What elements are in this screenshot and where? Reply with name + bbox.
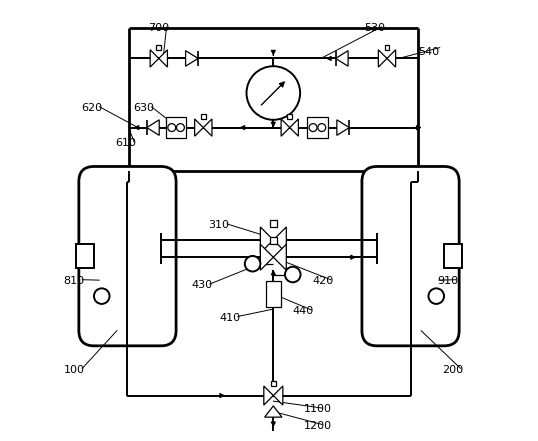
Polygon shape bbox=[260, 244, 273, 270]
Polygon shape bbox=[195, 119, 203, 136]
Polygon shape bbox=[265, 406, 282, 417]
Bar bbox=[444, 244, 462, 268]
Polygon shape bbox=[378, 50, 387, 67]
Text: 420: 420 bbox=[312, 276, 334, 286]
Text: 540: 540 bbox=[418, 47, 439, 57]
Circle shape bbox=[245, 256, 260, 272]
Polygon shape bbox=[159, 50, 167, 67]
Polygon shape bbox=[147, 120, 159, 135]
Bar bbox=[270, 220, 277, 227]
Text: 700: 700 bbox=[148, 23, 169, 33]
Polygon shape bbox=[203, 119, 212, 136]
Text: 200: 200 bbox=[442, 365, 463, 374]
Text: 1200: 1200 bbox=[303, 421, 332, 431]
Circle shape bbox=[94, 288, 110, 304]
Bar bbox=[271, 381, 276, 386]
Circle shape bbox=[309, 123, 317, 131]
Text: 610: 610 bbox=[116, 138, 137, 148]
Circle shape bbox=[246, 66, 300, 120]
FancyBboxPatch shape bbox=[362, 167, 459, 346]
Text: 810: 810 bbox=[63, 276, 85, 286]
Text: 620: 620 bbox=[81, 103, 102, 113]
Polygon shape bbox=[290, 119, 299, 136]
Circle shape bbox=[318, 123, 325, 131]
Text: 440: 440 bbox=[293, 306, 314, 316]
Circle shape bbox=[285, 267, 301, 282]
Polygon shape bbox=[273, 244, 286, 270]
Circle shape bbox=[176, 123, 185, 131]
Bar bbox=[385, 45, 390, 50]
Text: 530: 530 bbox=[364, 23, 385, 33]
Bar bbox=[157, 45, 161, 50]
Polygon shape bbox=[281, 119, 290, 136]
Polygon shape bbox=[337, 120, 349, 135]
Text: 310: 310 bbox=[209, 220, 230, 230]
Polygon shape bbox=[150, 50, 159, 67]
Circle shape bbox=[168, 123, 176, 131]
Polygon shape bbox=[273, 386, 283, 405]
Text: 410: 410 bbox=[220, 313, 240, 323]
Text: 630: 630 bbox=[133, 103, 154, 113]
Text: 1100: 1100 bbox=[303, 404, 331, 415]
Bar bbox=[76, 244, 94, 268]
Polygon shape bbox=[264, 386, 273, 405]
Bar bbox=[266, 281, 281, 307]
Text: 910: 910 bbox=[437, 276, 459, 286]
FancyBboxPatch shape bbox=[79, 167, 176, 346]
Polygon shape bbox=[387, 50, 395, 67]
Bar bbox=[270, 237, 277, 244]
Bar bbox=[166, 117, 187, 138]
Polygon shape bbox=[336, 51, 348, 66]
Text: 430: 430 bbox=[191, 280, 213, 290]
Polygon shape bbox=[186, 51, 198, 66]
Polygon shape bbox=[260, 227, 273, 253]
Bar bbox=[201, 114, 206, 119]
Bar bbox=[287, 114, 292, 119]
Bar bbox=[307, 117, 328, 138]
Text: 100: 100 bbox=[63, 365, 84, 374]
Polygon shape bbox=[273, 227, 286, 253]
Circle shape bbox=[428, 288, 444, 304]
